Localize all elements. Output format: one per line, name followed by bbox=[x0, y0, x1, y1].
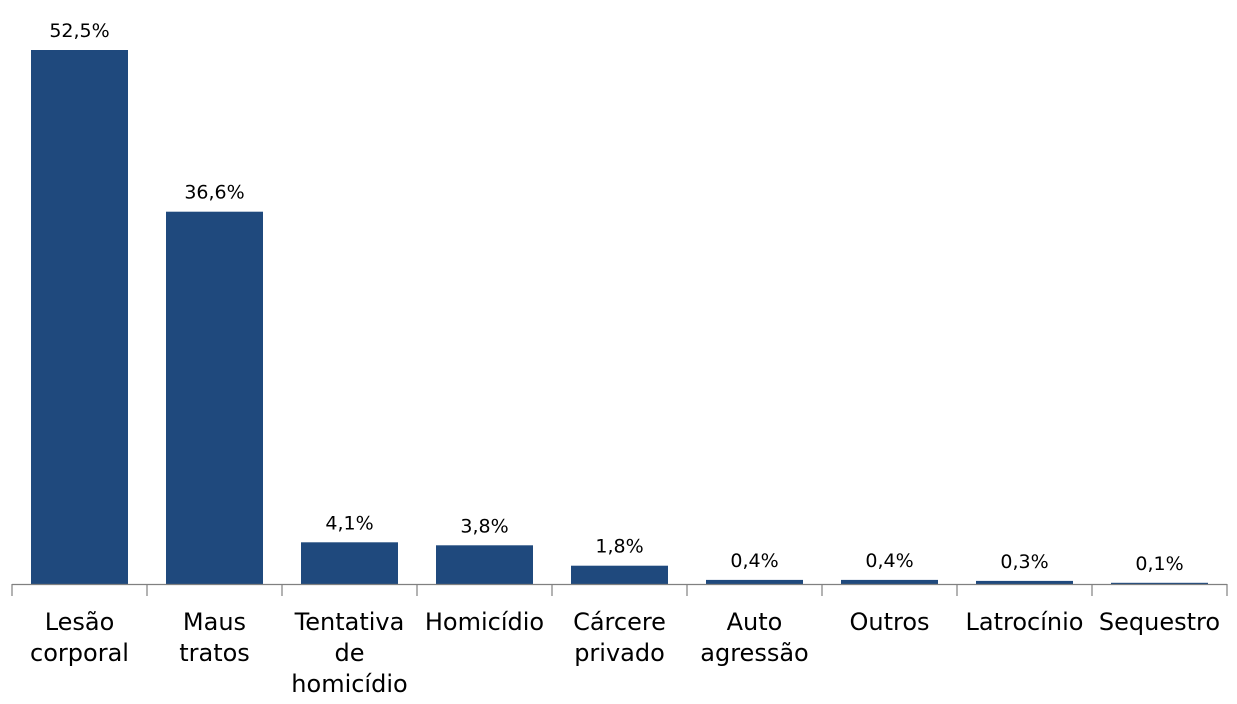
value-labels-group: 52,5% 36,6% 4,1% 3,8% 1,8% 0,4% 0,4% 0,3% 0,1% bbox=[49, 20, 1183, 575]
tick-label: Cárcere privado bbox=[573, 608, 666, 667]
bar bbox=[841, 579, 938, 584]
data-label: 0,1% bbox=[1135, 553, 1183, 575]
bar bbox=[706, 579, 803, 584]
tick-label-line: Sequestro bbox=[1099, 608, 1220, 636]
bar bbox=[976, 580, 1073, 584]
bar bbox=[1111, 582, 1208, 584]
tick-label-line: corporal bbox=[30, 639, 129, 667]
tick-label-line: Outros bbox=[849, 608, 929, 636]
tick-label-line: Latrocínio bbox=[966, 608, 1084, 636]
data-label: 3,8% bbox=[460, 515, 508, 537]
tick-label: Tentativa de homicídio bbox=[291, 608, 407, 698]
tick-label-line: Lesão bbox=[45, 608, 115, 636]
data-label: 0,4% bbox=[865, 550, 913, 572]
tick-label-line: de bbox=[335, 639, 365, 667]
tick-label: Auto agressão bbox=[700, 608, 808, 667]
data-label: 4,1% bbox=[325, 512, 373, 534]
tick-label-line: Tentativa bbox=[294, 608, 405, 636]
tick-label-line: Cárcere bbox=[573, 608, 666, 636]
data-label: 1,8% bbox=[595, 536, 643, 558]
bar bbox=[301, 542, 398, 584]
data-label: 36,6% bbox=[184, 182, 244, 204]
tick-label: Maus tratos bbox=[179, 608, 250, 667]
tick-label: Lesão corporal bbox=[30, 608, 129, 667]
bar bbox=[571, 565, 668, 584]
category-labels-group: Lesão corporal Maus tratos Tentativa de homicí… bbox=[30, 608, 1220, 698]
data-label: 0,3% bbox=[1000, 551, 1048, 573]
tick-label-line: Maus bbox=[183, 608, 246, 636]
tick-label-line: agressão bbox=[700, 639, 808, 667]
bar bbox=[436, 545, 533, 584]
bars-group bbox=[31, 50, 1208, 584]
tick-label: Outros bbox=[849, 608, 929, 636]
tick-label-line: Homicídio bbox=[425, 608, 544, 636]
x-axis bbox=[11, 583, 1228, 596]
data-label: 0,4% bbox=[730, 550, 778, 572]
tick-label-line: privado bbox=[574, 639, 665, 667]
data-label: 52,5% bbox=[49, 20, 109, 42]
tick-label: Latrocínio bbox=[966, 608, 1084, 636]
tick-label: Homicídio bbox=[425, 608, 544, 636]
tick-label-line: homicídio bbox=[291, 670, 407, 698]
bar bbox=[166, 211, 263, 584]
tick-label: Sequestro bbox=[1099, 608, 1220, 636]
bar bbox=[31, 50, 128, 584]
tick-label-line: Auto bbox=[727, 608, 783, 636]
tick-label-line: tratos bbox=[179, 639, 250, 667]
